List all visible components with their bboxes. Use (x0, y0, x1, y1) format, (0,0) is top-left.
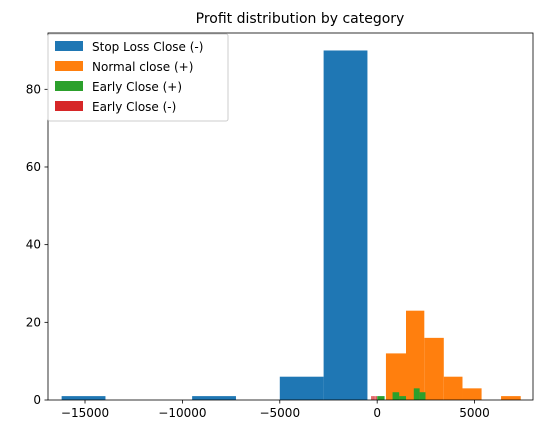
legend-box (47, 33, 229, 122)
bar-series-1-bin-2 (424, 337, 444, 400)
bar-series-0-bin-2 (279, 376, 324, 400)
bar-series-1-bin-4 (462, 388, 482, 400)
y-tick-label: 0 (33, 393, 41, 407)
legend-swatch-3 (55, 101, 83, 111)
axes-layer: −15000 −10000 −5000 0 5000 0 20 40 60 80 (26, 32, 534, 420)
y-tick-label: 60 (26, 160, 41, 174)
bar-series-2-bin-1 (392, 392, 400, 400)
bar-series-0-bin-0 (61, 396, 106, 400)
bar-series-2-bin-2 (399, 396, 407, 400)
legend-label-3: Early Close (-) (92, 100, 176, 114)
bar-series-1-bin-5 (501, 396, 521, 400)
y-tick-label: 40 (26, 238, 41, 252)
plot-frame (47, 32, 534, 401)
x-tick-label: 0 (373, 406, 381, 420)
bar-series-3-bin-0 (371, 396, 373, 400)
bars-layer (61, 50, 521, 400)
legend: Stop Loss Close (-) Normal close (+) Early… (47, 33, 229, 122)
legend-label-2: Early Close (+) (92, 80, 182, 94)
bar-series-2-bin-4 (419, 392, 426, 400)
y-tick-label: 20 (26, 315, 41, 329)
chart-title: Profit distribution by category (196, 11, 405, 27)
legend-swatch-0 (55, 41, 83, 51)
bar-series-3-bin-1 (373, 396, 375, 400)
bar-series-1-bin-0 (385, 353, 406, 400)
bar-series-2-bin-3 (413, 388, 420, 400)
bar-series-1-bin-1 (406, 310, 425, 400)
legend-label-1: Normal close (+) (92, 60, 193, 74)
bar-series-0-bin-1 (192, 396, 236, 400)
bar-series-3-bin-2 (375, 396, 377, 400)
bar-series-2-bin-0 (377, 396, 385, 400)
x-tick-label: −10000 (158, 406, 206, 420)
x-tick-label: −5000 (259, 406, 300, 420)
y-tick-label: 80 (26, 82, 41, 96)
x-tick-label: 5000 (459, 406, 490, 420)
x-tick-label: −15000 (61, 406, 109, 420)
bar-series-1-bin-3 (443, 376, 463, 400)
legend-swatch-2 (55, 81, 83, 91)
legend-label-0: Stop Loss Close (-) (92, 40, 203, 54)
legend-swatch-1 (55, 61, 83, 71)
bar-series-0-bin-3 (323, 50, 368, 400)
